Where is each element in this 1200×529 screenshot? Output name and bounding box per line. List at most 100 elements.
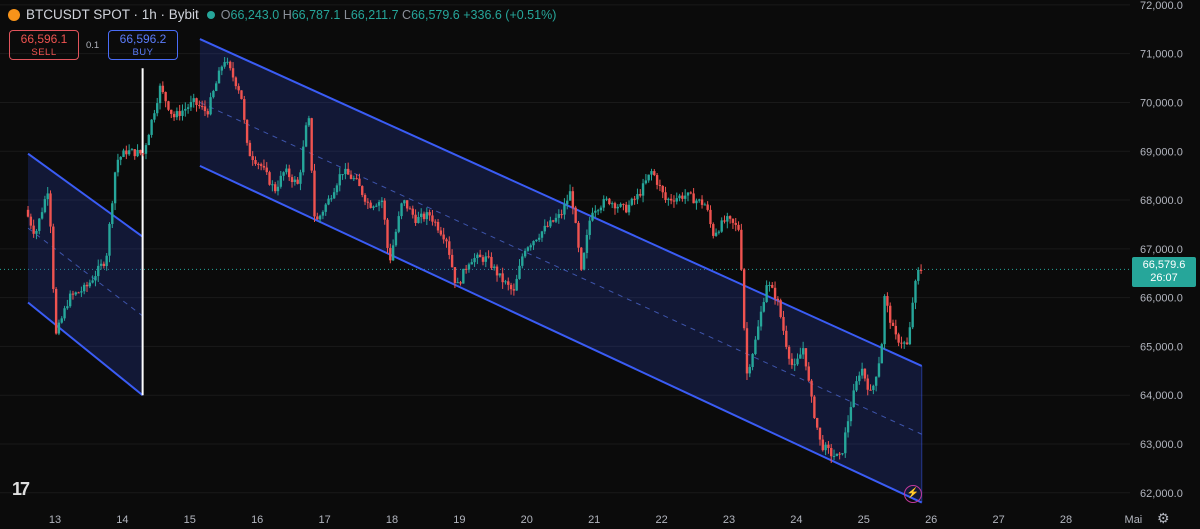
time-tick-label: 17 (318, 514, 330, 526)
candle-body (608, 198, 611, 205)
candle-body (254, 160, 257, 164)
candle-body (877, 363, 881, 377)
candle-body (189, 101, 193, 108)
sell-button[interactable]: 66,596.1 SELL (9, 30, 79, 60)
candle-body (523, 250, 527, 257)
candle-body (122, 150, 125, 157)
candle-body (568, 191, 572, 201)
candle-body (737, 224, 740, 230)
price-tick-label: 65,000.0 (1140, 341, 1183, 353)
symbol-header[interactable]: BTCUSDT SPOT · 1h · Bybit O66,243.0 H66,… (8, 7, 556, 22)
candle-body (400, 203, 403, 217)
candle-body (66, 306, 69, 309)
candle-body (200, 106, 204, 108)
candle-body (462, 268, 465, 284)
candle-body (377, 202, 381, 206)
candle-body (99, 263, 103, 266)
candle-body (391, 245, 395, 261)
candle-body (52, 226, 55, 289)
candle-body (209, 97, 212, 115)
candle-body (776, 298, 780, 301)
candle-body (860, 368, 864, 376)
bitcoin-coin-icon (8, 8, 20, 21)
candle-body (434, 221, 437, 223)
candle-body (403, 200, 406, 204)
candle-body (74, 292, 77, 295)
candle-body (560, 214, 563, 216)
candle-body (858, 375, 861, 382)
candle-body (125, 150, 128, 155)
candle-body (521, 256, 524, 266)
candle-body (852, 390, 855, 408)
candle-body (762, 302, 766, 312)
candle-body (212, 90, 215, 98)
candle-body (886, 296, 889, 306)
candle-body (557, 214, 561, 218)
candle-body (119, 156, 122, 160)
candle-body (849, 407, 853, 422)
time-tick-label: 18 (386, 514, 398, 526)
gear-icon[interactable]: ⚙ (1157, 510, 1170, 526)
candle-body (717, 231, 721, 233)
candle-body (178, 111, 181, 116)
candle-body (259, 164, 263, 166)
candle-body (894, 325, 898, 335)
candle-body (296, 179, 299, 184)
candle-body (484, 256, 487, 262)
candle-body (313, 170, 316, 217)
channel-fill (199, 39, 922, 503)
lightning-icon[interactable]: ⚡ (904, 485, 922, 503)
price-tick-label: 70,000.0 (1140, 97, 1183, 109)
candle-body (448, 241, 451, 255)
time-tick-label: 13 (49, 514, 61, 526)
candle-body (507, 281, 510, 285)
candle-body (71, 293, 75, 295)
candle-body (304, 125, 308, 147)
candle-body (318, 215, 322, 220)
buy-button[interactable]: 66,596.2 BUY (108, 30, 178, 60)
price-channels (27, 38, 923, 504)
ohlc-values: O66,243.0 H66,787.1 L66,211.7 C66,579.6 … (220, 7, 557, 22)
candle-body (678, 195, 681, 199)
candle-body (512, 289, 516, 291)
candle-body (728, 216, 732, 219)
candle-body (703, 204, 707, 206)
candle-body (903, 342, 906, 344)
candle-body (683, 195, 687, 199)
candle-body (77, 292, 80, 294)
time-tick-label: 26 (925, 514, 937, 526)
candle-body (650, 171, 653, 175)
candle-body (509, 284, 513, 290)
tradingview-logo-icon[interactable]: 17 (12, 479, 30, 499)
candle-body (681, 195, 684, 199)
candle-body (175, 111, 179, 118)
candle-body (133, 149, 136, 157)
candle-body (102, 263, 106, 267)
price-tick-label: 68,000.0 (1140, 195, 1183, 207)
candle-body (293, 179, 297, 183)
candle-body (330, 198, 333, 200)
last-price: 66,579.6 (1142, 259, 1186, 271)
channel-lower-line (27, 301, 144, 396)
candle-body (290, 177, 294, 183)
candle-body (532, 241, 535, 246)
candle-body (405, 200, 409, 209)
candle-body (338, 174, 341, 186)
candle-body (487, 256, 490, 258)
candle-body (835, 453, 839, 457)
candle-body (425, 212, 429, 220)
candle-body (363, 194, 367, 202)
candle-body (276, 186, 280, 192)
candle-body (268, 172, 271, 185)
time-tick-label: 20 (521, 514, 533, 526)
candle-body (223, 62, 226, 67)
candle-body (158, 85, 162, 104)
time-axis[interactable]: 13 14 15 16 17 18 19 20 21 22 23 24 25 26 27 28 Mai (49, 514, 1142, 526)
candle-body (804, 348, 808, 367)
candle-body (813, 396, 816, 418)
candle-body (341, 174, 344, 176)
price-axis[interactable]: 62,000.0 63,000.0 64,000.0 65,000.0 66,000.0… (1140, 0, 1183, 500)
candle-body (815, 417, 819, 428)
symbol-title[interactable]: BTCUSDT SPOT · 1h · Bybit (26, 7, 199, 22)
